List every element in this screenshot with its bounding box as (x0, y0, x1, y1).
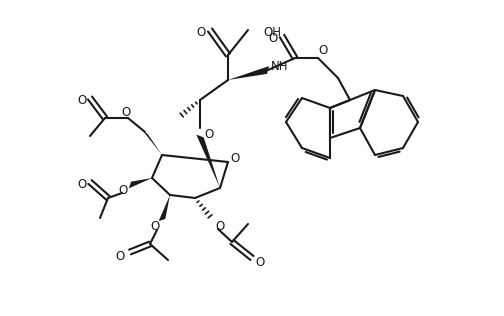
Text: OH: OH (263, 26, 281, 39)
Text: O: O (78, 178, 87, 191)
Text: O: O (118, 185, 128, 198)
Text: NH: NH (271, 60, 288, 74)
Text: O: O (150, 221, 160, 234)
Polygon shape (159, 195, 170, 221)
Polygon shape (196, 135, 220, 188)
Polygon shape (142, 130, 162, 155)
Text: O: O (78, 94, 87, 106)
Text: O: O (319, 45, 328, 58)
Polygon shape (228, 66, 269, 80)
Text: O: O (256, 257, 265, 270)
Text: O: O (115, 251, 124, 264)
Text: O: O (121, 106, 131, 118)
Text: O: O (268, 32, 278, 45)
Text: O: O (205, 129, 214, 142)
Text: O: O (230, 151, 239, 165)
Text: O: O (215, 220, 225, 233)
Text: O: O (197, 26, 206, 39)
Polygon shape (129, 178, 152, 188)
